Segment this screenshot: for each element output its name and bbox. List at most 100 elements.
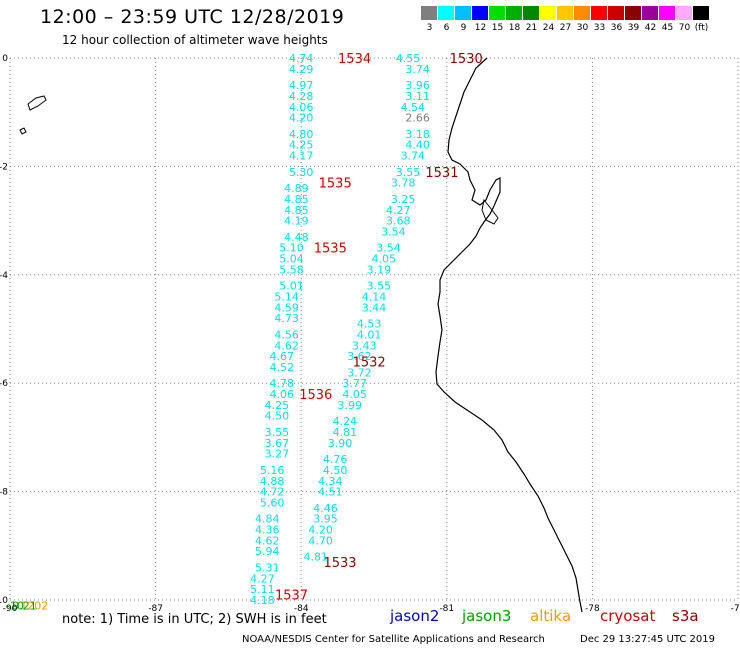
wave-height-value: 5.11	[250, 583, 275, 596]
wave-height-value: 4.27	[250, 572, 275, 585]
wave-height-value: 4.19	[284, 215, 309, 228]
color-scale-label: 45	[661, 23, 674, 33]
color-swatch	[438, 6, 455, 20]
wave-height-value: 5.01	[279, 280, 304, 293]
color-scale-label: 12	[474, 23, 487, 33]
wave-height-value: 3.19	[367, 263, 392, 276]
color-swatch	[574, 6, 591, 20]
lon-tick-label: -75	[731, 604, 740, 614]
wave-height-value: 3.67	[265, 437, 290, 450]
wave-height-value: 3.54	[376, 242, 401, 255]
lat-tick-label: -2	[0, 162, 8, 172]
wave-height-value: 4.06	[289, 101, 314, 114]
color-scale-label: 24	[542, 23, 555, 33]
wave-height-value: 3.44	[362, 301, 387, 314]
wave-height-value: 3.95	[313, 513, 338, 526]
wave-height-value: 9.21	[12, 599, 37, 612]
wave-height-value: 3.55	[265, 426, 290, 439]
legend-altika: altika	[530, 607, 572, 625]
color-swatch	[472, 6, 489, 20]
wave-height-value: 4.73	[274, 312, 299, 325]
coastline	[19, 57, 583, 613]
page-subtitle: 12 hour collection of altimeter wave hei…	[62, 33, 328, 47]
pass-number-label: 1530	[450, 52, 483, 67]
lat-tick-label: -6	[0, 379, 8, 389]
wave-height-value: 4.85	[284, 204, 309, 217]
wave-height-value: 4.25	[265, 399, 290, 412]
wave-height-value: 4.89	[284, 182, 309, 195]
wave-height-value: 3.27	[265, 448, 290, 461]
wave-height-value: 3.55	[396, 166, 421, 179]
wave-height-value: 4.20	[289, 112, 314, 125]
wave-height-value: 4.29	[289, 63, 314, 76]
color-swatch	[421, 6, 438, 20]
pass-number-label: 1534	[338, 52, 371, 67]
wave-height-value: 4.06	[270, 388, 295, 401]
wave-height-value: 3.77	[342, 377, 367, 390]
color-swatch	[489, 6, 506, 20]
legend-s3a: s3a	[672, 607, 699, 625]
wave-height-value: 4.24	[333, 415, 358, 428]
color-swatch	[455, 6, 472, 20]
color-scale-label: 42	[644, 23, 657, 33]
wave-height-value: 4.01	[357, 328, 382, 341]
wave-height-value: 4.81	[304, 551, 329, 564]
color-scale-label: 36	[610, 23, 623, 33]
wave-height-value: 3.74	[405, 63, 430, 76]
wave-height-value: 4.97	[289, 79, 314, 92]
lon-tick-label: -78	[585, 604, 600, 614]
wave-height-value: 2.66	[405, 112, 430, 125]
wave-height-value: 3.96	[405, 79, 430, 92]
wave-height-value: 3.99	[337, 399, 362, 412]
wave-height-value: 3.72	[347, 366, 372, 379]
lat-tick-label: 0	[2, 54, 8, 64]
pass-number-label: 1535	[319, 177, 352, 192]
wave-height-value: 5.10	[279, 242, 304, 255]
wave-height-value: 4.81	[333, 426, 358, 439]
legend-jason3: jason3	[462, 607, 512, 625]
color-scale-swatches	[421, 6, 710, 20]
color-swatch	[557, 6, 574, 20]
wave-height-value: 4.70	[308, 534, 333, 547]
wave-height-value: 5.14	[274, 290, 299, 303]
wave-height-value: 3.78	[391, 177, 416, 190]
wave-height-value: 5.94	[255, 545, 280, 558]
wave-height-value: 4.53	[357, 318, 382, 331]
wave-height-value: 4.54	[401, 101, 426, 114]
color-scale-label: 70	[678, 23, 691, 33]
wave-height-value: 3.62	[347, 350, 372, 363]
wave-height-value: 4.56	[274, 328, 299, 341]
wave-height-value: 4.85	[284, 193, 309, 206]
color-scale-label: (ft)	[694, 23, 709, 33]
color-scale-label: 27	[559, 23, 572, 33]
wave-height-value: 4.84	[255, 513, 280, 526]
color-scale-label: 39	[627, 23, 640, 33]
wave-height-value: 4.78	[270, 377, 295, 390]
wave-height-value: 4.20	[308, 524, 333, 537]
track-layer: 4.744.294.974.284.064.204.804.254.175.30…	[6, 52, 430, 612]
footer-timestamp: Dec 29 13:27:45 UTC 2019	[580, 634, 715, 645]
wave-height-value: 4.80	[289, 128, 314, 141]
color-scale-label: 33	[593, 23, 606, 33]
south-america-coastline	[435, 57, 583, 613]
wave-height-value: 5.58	[279, 263, 304, 276]
color-scale-label: 18	[508, 23, 521, 33]
wave-height-value: 4.74	[289, 52, 314, 65]
wave-height-value: 4.50	[323, 464, 348, 477]
color-swatch	[608, 6, 625, 20]
wave-height-value: 5.16	[260, 464, 285, 477]
axis-labels: -90 -87 -84 -81 -78 -75 0 -2 -4 -6 -8 -10	[0, 54, 740, 614]
wave-height-value: 4.52	[270, 361, 295, 374]
color-scale-label: 3	[426, 23, 433, 33]
wave-height-value: 4.05	[371, 253, 396, 266]
lat-tick-label: -10	[0, 596, 8, 606]
wave-height-value: 4.25	[289, 139, 314, 152]
wave-height-value: 4.14	[362, 290, 387, 303]
pass-number-label: 1532	[353, 356, 386, 371]
wave-height-value: 3.25	[391, 193, 416, 206]
pass-number-label: 1533	[323, 556, 356, 571]
wave-height-value: 4.50	[265, 410, 290, 423]
legend-jason2: jason2	[390, 607, 440, 625]
wave-height-value: 4.72	[260, 486, 285, 499]
